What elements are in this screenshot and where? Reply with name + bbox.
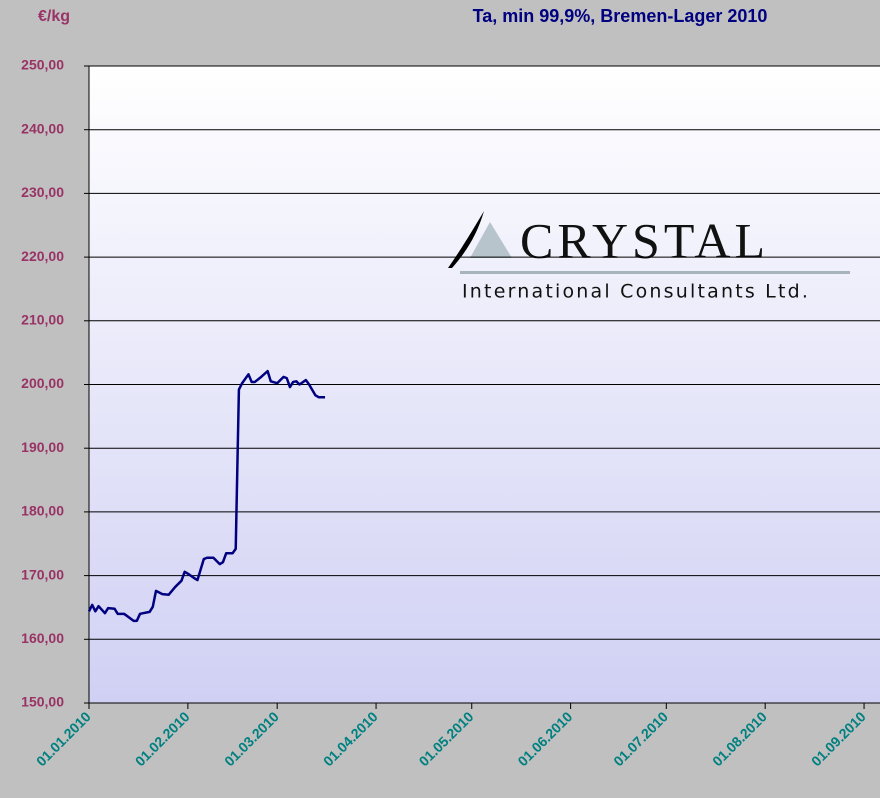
y-tick-label: 220,00 [21, 248, 64, 264]
y-tick-label: 190,00 [21, 439, 64, 455]
y-axis-label: €/kg [38, 8, 70, 25]
y-tick-label: 210,00 [21, 312, 64, 328]
y-tick-label: 170,00 [21, 566, 64, 582]
y-tick-label: 180,00 [21, 503, 64, 519]
logo-triangle [470, 222, 512, 258]
logo: CRYSTAL International Consultants Ltd. [448, 211, 850, 303]
logo-rule [460, 271, 850, 274]
logo-tagline: International Consultants Ltd. [462, 281, 810, 303]
y-tick-label: 250,00 [21, 57, 64, 73]
logo-name: CRYSTAL [520, 212, 769, 268]
y-tick-label: 200,00 [21, 375, 64, 391]
line [87, 369, 326, 623]
y-tick-label: 230,00 [21, 184, 64, 200]
y-tick-label: 160,00 [21, 630, 64, 646]
y-tick-label: 240,00 [21, 120, 64, 136]
chart-title: Ta, min 99,9%, Bremen-Lager 2010 [473, 6, 768, 26]
y-tick-label: 150,00 [21, 694, 64, 710]
